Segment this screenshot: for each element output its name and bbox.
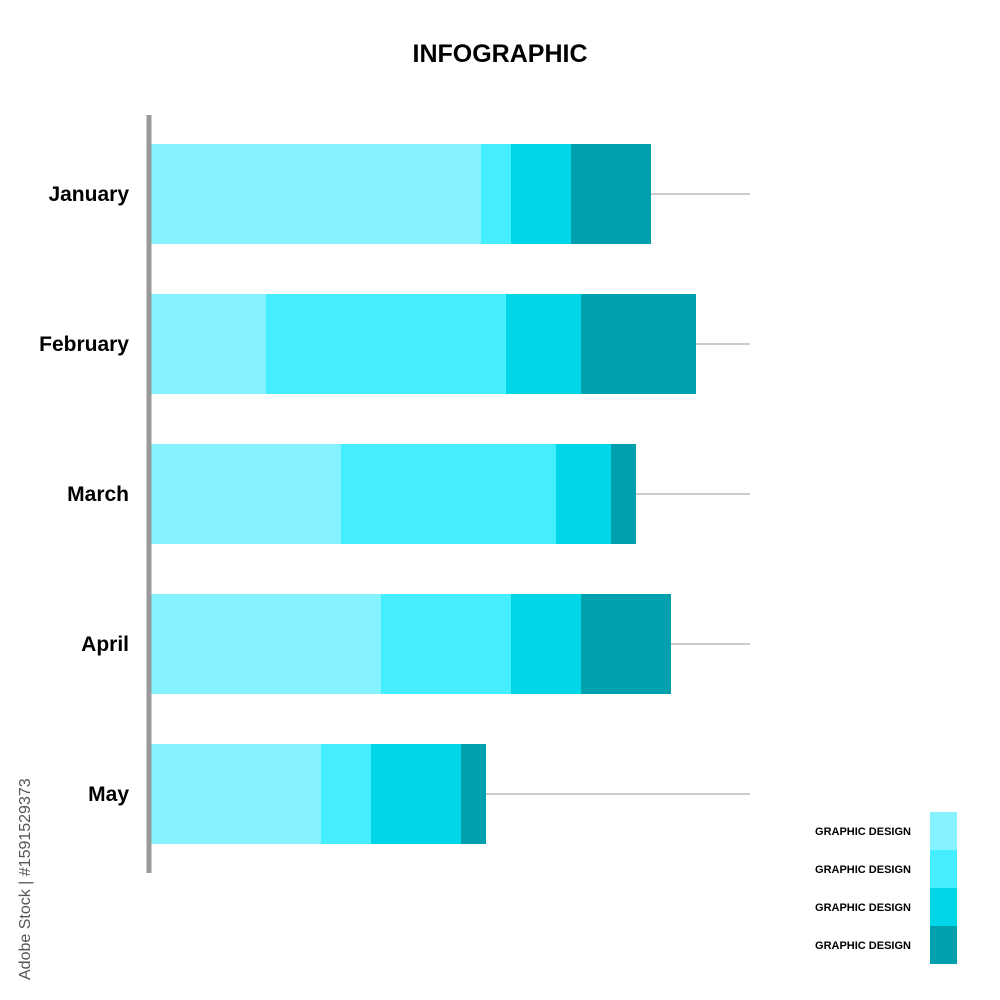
bar-segment [461,744,486,844]
bar-segment [341,444,556,544]
bar-segment [556,444,611,544]
category-label: February [39,333,129,356]
bar-segment [151,744,321,844]
legend-swatch [930,926,957,964]
bar-segment [151,594,381,694]
bar-segment [511,594,581,694]
legend-label: GRAPHIC DESIGN [815,826,911,838]
legend-swatch [930,888,957,926]
bar-segment [151,144,481,244]
category-label: May [88,783,129,806]
watermark-text: Adobe Stock | #1591529373 [17,778,34,980]
bar-segment [611,444,636,544]
legend-swatch [930,850,957,888]
category-label: March [67,483,129,506]
bar-segment [151,294,266,394]
legend-swatch [930,812,957,850]
bar-segment [571,144,651,244]
bar-segment [371,744,461,844]
bar-segment [381,594,511,694]
legend-label: GRAPHIC DESIGN [815,864,911,876]
category-label: January [48,183,129,206]
legend: GRAPHIC DESIGN GRAPHIC DESIGN GRAPHIC DESI… [815,812,957,964]
legend-label: GRAPHIC DESIGN [815,940,911,952]
bar-segment [511,144,571,244]
bar-segment [321,744,371,844]
bar-segment [481,144,511,244]
bar-group [151,144,696,844]
leader-lines [486,193,750,795]
bar-segment [506,294,581,394]
bar-segment [151,444,341,544]
chart-title: INFOGRAPHIC [413,40,588,68]
bar-segment [581,294,696,394]
bar-segment [581,594,671,694]
category-labels: January February March April May [39,183,129,806]
category-label: April [81,633,129,656]
legend-label: GRAPHIC DESIGN [815,902,911,914]
bar-segment [266,294,506,394]
